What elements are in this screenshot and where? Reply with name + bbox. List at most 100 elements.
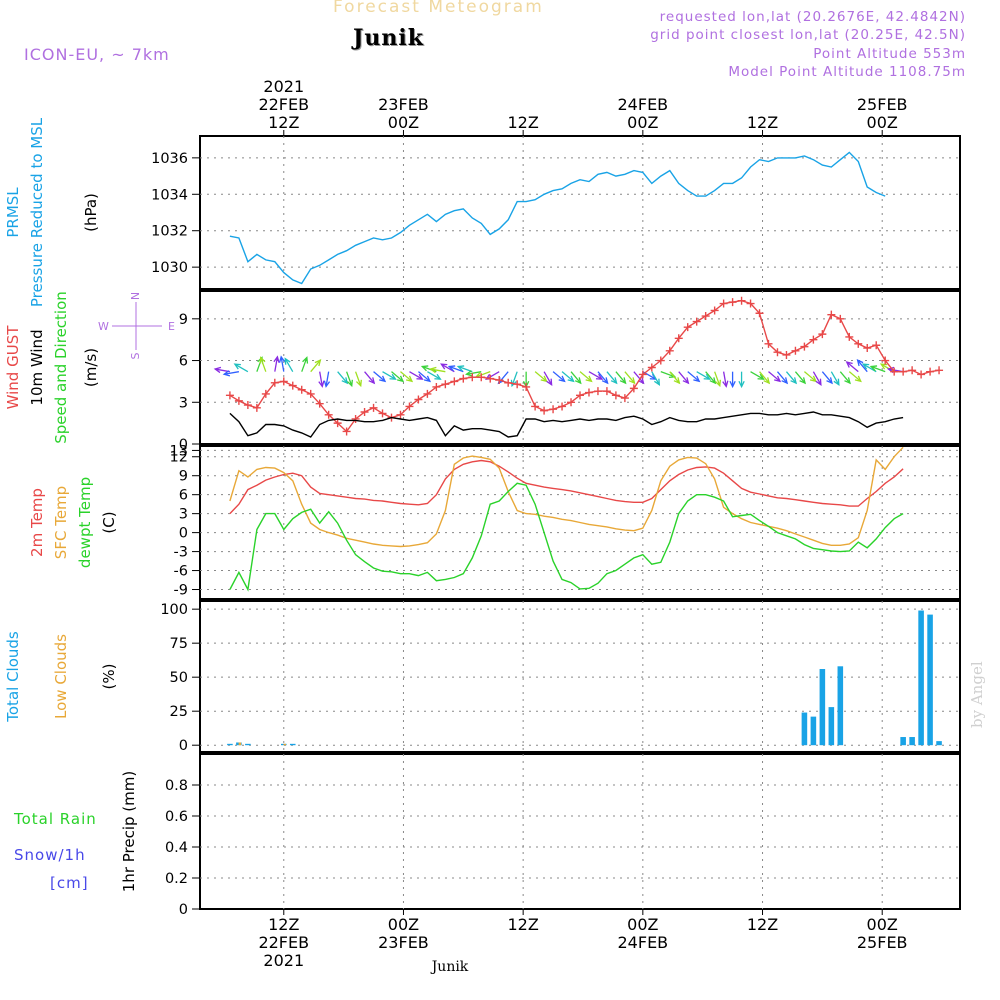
wind-panel: 0 3 6 9 Wind GUST 10m Wind Speed and Direction… (4, 290, 961, 453)
wind-arrow (856, 359, 868, 373)
wind-arrow-shaft (588, 371, 603, 380)
top-hour-label: 12Z (268, 113, 299, 132)
wind-arrow-shaft (466, 371, 482, 375)
wind-gust-marker (854, 339, 863, 348)
precip-panel: 0 0.2 0.4 0.6 0.8 Total Rain Snow/1h [cm] 1hr Pr… (13, 753, 961, 918)
bottom-hour-label: 00Z (867, 915, 898, 934)
wind-arrow (318, 371, 325, 388)
wind-arrow-head (763, 377, 771, 385)
precip-legend-label: Snow/1h (14, 846, 86, 864)
clouds-total_clouds-bar (900, 737, 906, 746)
wind-arrow (561, 371, 575, 383)
wind-arrow-head (826, 377, 833, 385)
wind-gust-marker (441, 380, 450, 389)
wind-arrow (382, 371, 397, 380)
wind-arrow (696, 371, 711, 380)
wind-arrow-head (440, 363, 448, 370)
wind-arrow-head (429, 366, 437, 374)
clouds-axis-label: Total Clouds (4, 631, 22, 723)
wind-arrow (750, 371, 765, 380)
wind-gust-marker (396, 410, 405, 419)
wind-gust-marker (926, 367, 935, 376)
wind-arrow (624, 371, 636, 385)
temperature-ytick-label: 12 (170, 450, 188, 466)
wind-gust-marker (656, 356, 665, 365)
requested-coordinates: requested lon,lat (20.2676E, 42.4842N) (659, 9, 966, 25)
wind-arrow-head (222, 370, 231, 377)
wind-arrow-shaft (803, 371, 817, 382)
wind-gust-marker (629, 384, 638, 393)
wind-arrow-head (273, 355, 280, 363)
wind-arrow-shaft (570, 371, 582, 384)
wind-gust-marker (567, 398, 576, 407)
wind-arrow (259, 356, 267, 372)
wind-gust-marker (333, 419, 342, 428)
wind-arrow-head (869, 365, 878, 372)
wind-axis-label: Speed and Direction (52, 291, 70, 444)
pressure-frame (199, 135, 961, 290)
wind-arrow (705, 371, 717, 385)
clouds-total_clouds-bar (245, 743, 251, 746)
wind-arrow-shaft (498, 371, 509, 384)
wind-arrow (803, 371, 818, 383)
wind-gust-marker (549, 405, 558, 414)
wind-arrow-shaft (301, 357, 308, 372)
bottom-date-label: 24FEB (618, 933, 669, 952)
model-point-altitude: Model Point Altitude 1108.75m (728, 64, 966, 80)
temperature-unit-label: (C) (100, 511, 118, 533)
temperature-ytick-label: -3 (174, 545, 188, 561)
wind-arrow (447, 365, 464, 373)
wind-arrow-shaft (705, 371, 716, 384)
wind-arrow-shaft (651, 371, 660, 385)
wind-arrow-shaft (696, 371, 711, 380)
pressure-ytick-label: 1034 (151, 187, 188, 203)
bottom-hour-label: 12Z (747, 915, 778, 934)
wind-gust-marker (782, 350, 791, 359)
wind-arrow-shaft (475, 371, 491, 378)
clouds-low_clouds-bar (238, 742, 242, 746)
wind-gust-marker (836, 314, 845, 323)
top-hour-label: 00Z (388, 113, 419, 132)
wind-arrow-shaft (382, 371, 396, 380)
wind-gust-marker (647, 363, 656, 372)
wind-arrow-head (861, 363, 870, 370)
wind-arrow-shaft (722, 371, 727, 387)
wind-gust-marker (531, 402, 540, 411)
wind-gust-marker (881, 356, 890, 365)
precip-ytick-label: 0.8 (165, 778, 188, 794)
wind-arrow (456, 365, 473, 373)
compass-west-label: W (98, 320, 109, 333)
temperature-ytick-label: 6 (179, 488, 188, 504)
wind-gust-marker (593, 387, 602, 396)
wind-arrow-head (302, 356, 309, 364)
bottom-date-label: 23FEB (378, 933, 429, 952)
wind-gust-marker (243, 401, 252, 410)
wind-arrow-head (259, 356, 266, 364)
wind-gust-marker (746, 299, 755, 308)
wind-arrow-head (355, 379, 362, 388)
wind-gust-marker (306, 389, 315, 398)
wind-gust-marker (540, 406, 549, 415)
wind-arrow-head (774, 375, 782, 383)
wind-gust-marker (342, 427, 351, 436)
wind-gust-marker (800, 342, 809, 351)
wind-arrow (687, 371, 701, 383)
wind-gust-marker (908, 366, 917, 375)
top-hour-label: 00Z (627, 113, 658, 132)
clouds-total_clouds-bar (819, 669, 826, 746)
clouds-total_clouds-bar (936, 741, 942, 746)
wind-gust-marker (737, 296, 746, 305)
wind-arrow (759, 371, 771, 385)
wind-arrow-shaft (409, 371, 423, 380)
top-hour-label: 00Z (867, 113, 898, 132)
wind-arrow-head (757, 373, 765, 380)
wind-arrow-head (423, 375, 432, 383)
compass-south-label: S (129, 352, 142, 359)
wind-arrow (552, 371, 566, 383)
wind-arrow (364, 371, 376, 385)
wind-arrow-shaft (633, 371, 644, 384)
wind-arrow-head (420, 365, 429, 372)
wind-arrow (278, 355, 286, 372)
wind-arrow (284, 357, 294, 372)
wind-arrow (729, 371, 736, 389)
